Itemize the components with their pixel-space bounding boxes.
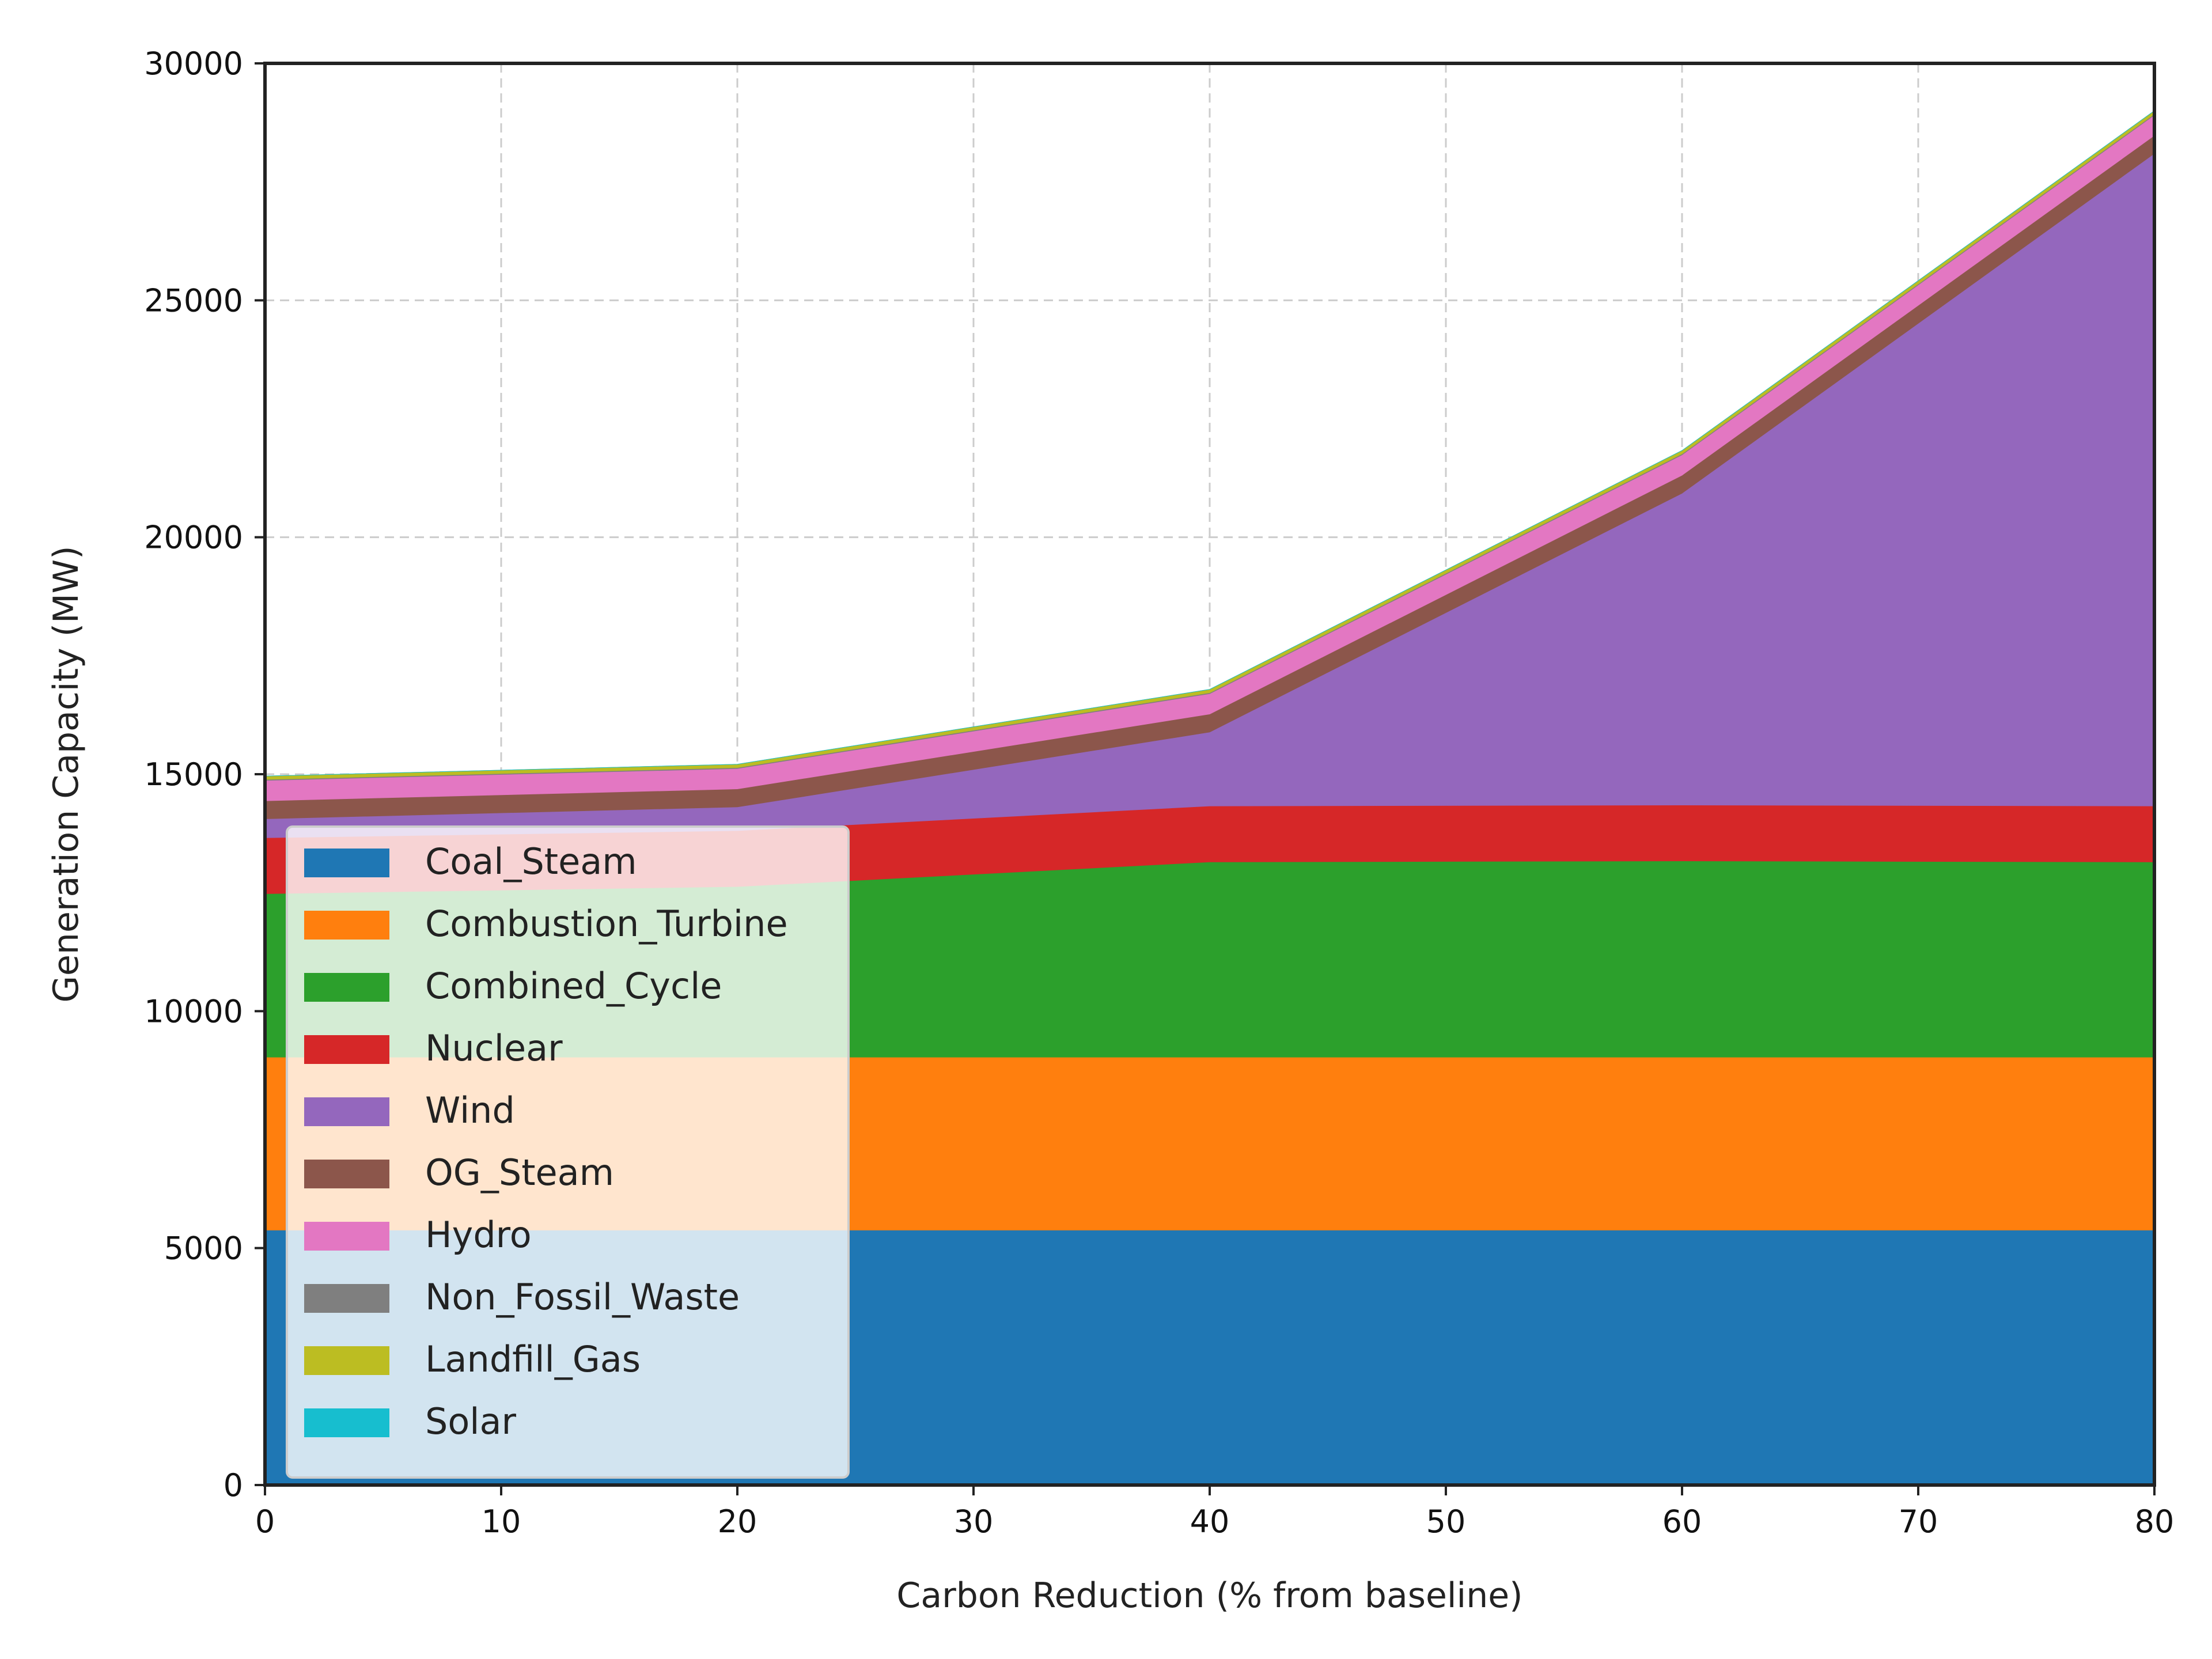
x-tick-label: 10 [482,1503,521,1540]
y-tick-label: 0 [224,1467,243,1503]
y-tick-label: 15000 [144,756,243,793]
legend-label: Non_Fossil_Waste [425,1276,740,1318]
x-tick-label: 60 [1662,1503,1702,1540]
x-axis-ticks: 0 10 20 30 40 50 60 70 80 [255,1485,2175,1540]
legend-label: Combustion_Turbine [425,903,788,945]
x-axis-label: Carbon Reduction (% from baseline) [896,1575,1522,1616]
x-tick-label: 40 [1190,1503,1230,1540]
legend-swatch [304,1035,389,1064]
legend-label: Hydro [425,1214,532,1256]
x-tick-label: 80 [2135,1503,2175,1540]
y-tick-label: 5000 [164,1230,243,1267]
x-tick-label: 50 [1426,1503,1466,1540]
legend-box [286,825,850,1479]
area-wind [264,153,2155,838]
x-tick-label: 30 [954,1503,994,1540]
x-tick-label: 70 [1899,1503,1938,1540]
legend-label: OG_Steam [425,1152,614,1194]
legend-label: Combined_Cycle [425,965,722,1007]
legend-label: Coal_Steam [425,840,637,882]
legend: Coal_Steam Combustion_Turbine Combined_Cyc… [286,825,850,1479]
y-axis-ticks: 0 5000 10000 15000 20000 25000 30000 [144,46,265,1503]
y-axis-label: Generation Capacity (MW) [46,546,86,1003]
legend-label: Nuclear [425,1027,563,1069]
x-tick-label: 0 [255,1503,275,1540]
x-tick-label: 20 [718,1503,757,1540]
legend-swatch [304,1284,389,1313]
legend-label: Landfill_Gas [425,1338,641,1380]
legend-label: Wind [425,1089,515,1131]
y-tick-label: 10000 [144,993,243,1029]
legend-label: Solar [425,1400,517,1442]
legend-swatch [304,1097,389,1126]
y-tick-label: 20000 [144,520,243,556]
y-tick-label: 25000 [144,282,243,319]
legend-swatch [304,849,389,877]
legend-swatch [304,1222,389,1251]
legend-swatch [304,973,389,1002]
legend-swatch [304,1408,389,1437]
legend-swatch [304,1160,389,1188]
legend-swatch [304,911,389,940]
y-tick-label: 30000 [144,46,243,82]
legend-swatch [304,1346,389,1375]
